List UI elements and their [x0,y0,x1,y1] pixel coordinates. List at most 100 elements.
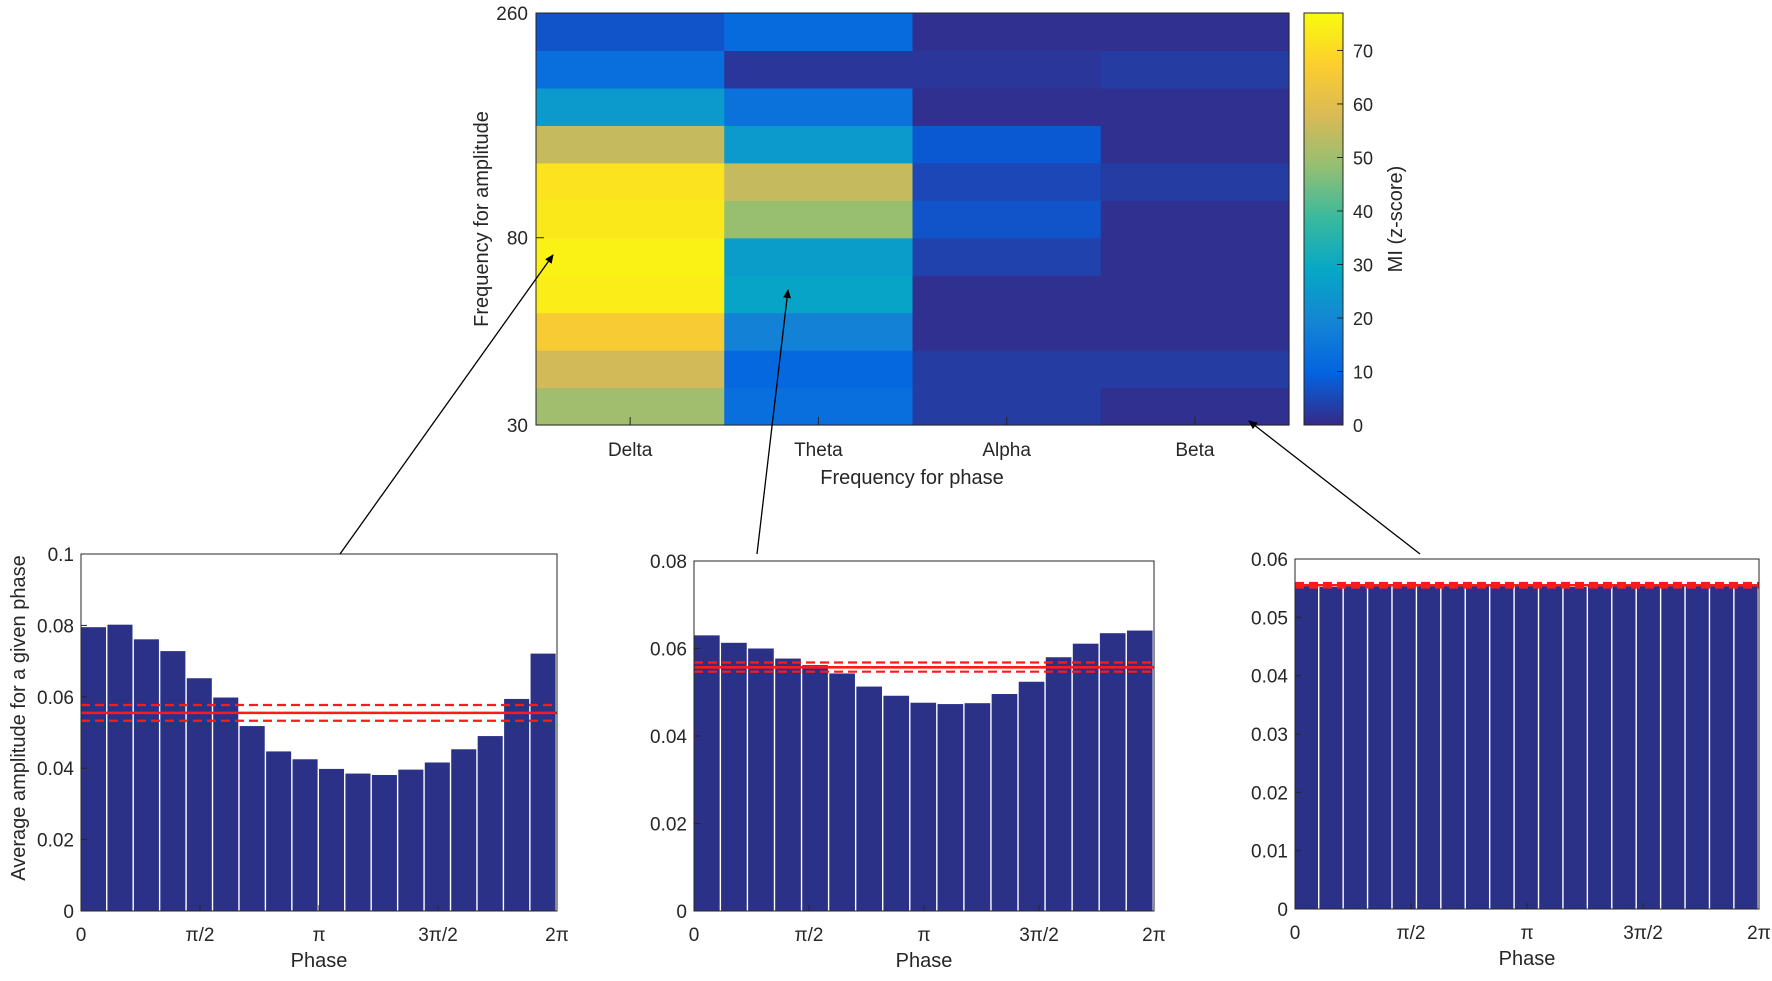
heatmap-cell [724,350,914,389]
y-tick-label: 0.04 [650,727,687,748]
phase-bar [1392,584,1416,909]
x-tick-label: 3π/2 [418,925,458,946]
bar-y-axis-label: Average amplitude for a given phase [8,555,30,880]
x-tick-label: π [312,925,325,946]
y-tick-label: 0.06 [650,640,687,661]
phase-bar [1490,585,1514,909]
phase-bar [292,759,318,911]
heatmap-cell [912,50,1102,89]
phase-bar [1045,657,1072,911]
heatmap-cell [1100,275,1290,314]
heatmap-x-tick-label: Delta [608,440,653,461]
y-tick-label: 0.08 [650,552,687,573]
heatmap-cell [724,13,914,52]
phase-bar [910,702,937,911]
heatmap-cell [912,162,1102,201]
phase-bar [1417,585,1441,909]
y-tick-label: 0.1 [48,545,74,566]
y-tick-label: 0.05 [1251,608,1288,629]
y-tick-label: 0.08 [37,616,74,637]
phase-bar [133,639,159,911]
heatmap-cell [536,13,725,52]
heatmap-y-ticks: 30 80 260 [496,4,544,437]
y-tick-label: 0 [1277,900,1288,921]
x-tick-label: 2π [545,925,569,946]
heatmap-cell [1100,50,1290,89]
heatmap-x-tick-label: Alpha [982,440,1031,461]
heatmap-cell [1100,87,1290,126]
colorbar-tick-label: 40 [1353,202,1373,222]
phase-bar [1441,585,1465,909]
heatmap-cell [536,237,725,276]
heatmap-cell [912,200,1102,239]
phase-bar [1612,585,1636,909]
phase-bar [1514,586,1538,909]
x-tick-label: 2π [1142,925,1166,946]
heatmap-cell [724,162,914,201]
phase-bar [1319,587,1343,909]
heatmap-panel: 30 80 260 Delta Theta Alpha Beta Frequency fo… [471,4,1290,489]
heatmap-cell [1100,162,1290,201]
colorbar-tick-label: 60 [1353,95,1373,115]
heatmap-cell [912,312,1102,351]
phase-bar [829,673,855,911]
heatmap-cell [536,275,725,314]
heatmap-cell [536,125,725,164]
x-tick-label: π [917,925,930,946]
theta-phase-histogram: 0 0.02 0.04 0.06 0.08 0 π/2 π 3π/2 2π Phase [650,552,1166,972]
x-tick-label: 0 [689,925,700,946]
y-tick-label: 0.06 [1251,550,1288,571]
colorbar-tick-label: 20 [1353,309,1373,329]
heatmap-x-tick-label: Theta [794,440,843,461]
heatmap-cells [536,13,1290,426]
phase-bar [107,624,133,911]
heatmap-y-tick-label: 80 [507,229,528,250]
phase-bar [1368,585,1392,909]
heatmap-cell [536,87,725,126]
arrow-delta-to-heatmap [339,254,554,555]
colorbar-tick-label: 0 [1353,416,1363,436]
phase-bar [802,665,828,912]
heatmap-cell [1100,350,1290,389]
phase-bar [1099,633,1126,911]
phase-bar [477,736,503,911]
phase-bar [1710,585,1734,909]
x-tick-label: 3π/2 [1019,925,1059,946]
heatmap-cell [724,237,914,276]
phase-bar [964,703,991,911]
x-axis-label: Phase [1499,948,1556,970]
phase-bar [424,762,450,911]
heatmap-cell [536,162,725,201]
phase-bar [398,769,424,911]
phase-bar [1126,630,1153,911]
phase-bar [1588,586,1612,909]
phase-bar [213,697,239,911]
heatmap-cell [724,50,914,89]
phase-bar [160,651,186,911]
y-tick-label: 0.04 [1251,667,1288,688]
arrow-theta-to-heatmap [756,289,792,555]
heatmap-cell [724,200,914,239]
heatmap-cell [1100,312,1290,351]
phase-bar [856,686,883,911]
heatmap-y-tick-label: 260 [496,4,528,25]
heatmap-cell [1100,125,1290,164]
y-tick-label: 0.02 [37,831,74,852]
y-tick-label: 0 [63,902,74,923]
colorbar-ticks: 0 10 20 30 40 50 60 70 [1337,41,1373,436]
x-tick-label: 0 [76,925,87,946]
heatmap-cell [724,87,914,126]
heatmap-cell [912,275,1102,314]
phase-bar [694,635,720,912]
colorbar-label: MI (z-score) [1385,166,1407,273]
colorbar: 0 10 20 30 40 50 60 70 MI (z-score) [1303,12,1407,436]
heatmap-cell [1100,13,1290,52]
y-tick-label: 0.02 [650,815,687,836]
phase-bar [266,751,292,911]
phase-bar [1563,587,1587,909]
heatmap-cell [536,50,725,89]
heatmap-cell [1100,200,1290,239]
phase-bar [1661,585,1685,909]
y-tick-label: 0.02 [1251,783,1288,804]
heatmap-cell [1100,237,1290,276]
